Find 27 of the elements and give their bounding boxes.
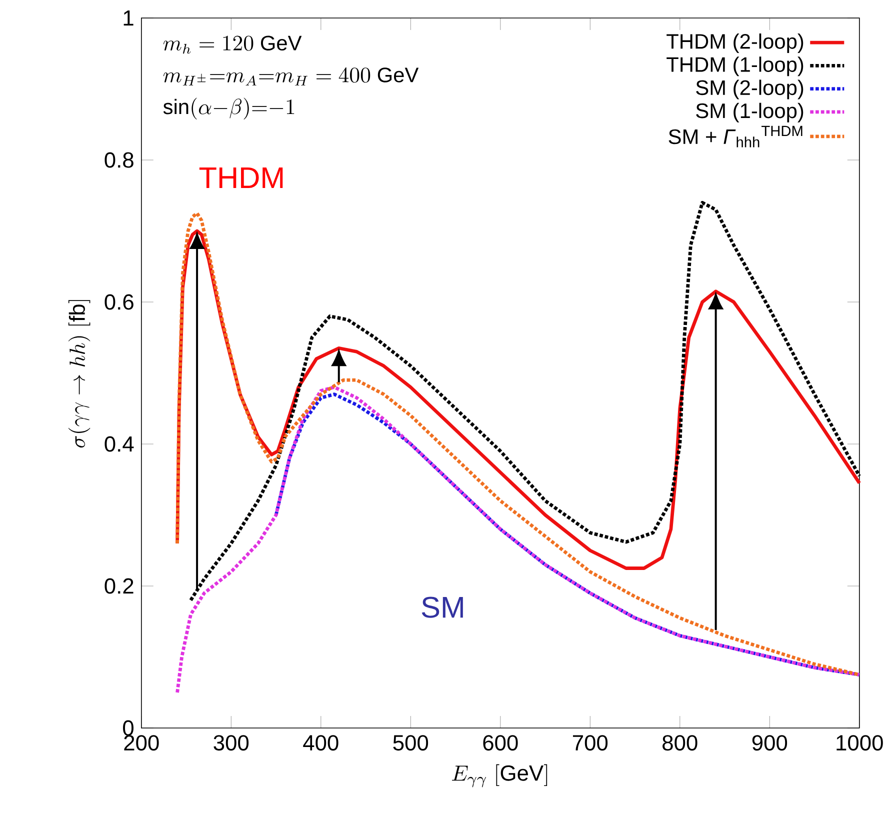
- legend-label: THDM (2-loop): [666, 33, 804, 53]
- annotation: $m_{H^{\pm}}{=}m_A{=}m_H = 400\ \mathrm{GeV}$: [163, 67, 419, 86]
- annotation: THDM: [199, 167, 283, 188]
- annotation: SM: [422, 596, 463, 618]
- y-tick-label: 0.2: [104, 578, 134, 594]
- x-tick-label: 200: [124, 735, 159, 751]
- legend-label: SM (1-loop): [696, 102, 804, 122]
- y-tick-label: 0: [123, 720, 134, 736]
- x-tick-label: 1000: [836, 735, 883, 751]
- legend-label: SM (2-loop): [696, 80, 804, 100]
- annotation: $m_h = 120\ \mathrm{GeV}$: [163, 36, 302, 54]
- x-axis-title: $E_{\gamma\gamma}\ [\mathrm{GeV}]$: [452, 764, 548, 788]
- annotation: $\sin(\alpha{-}\beta){=}{-}1$: [163, 98, 294, 120]
- legend-label: SM + Γ$_{hhh}$THDM: [668, 126, 802, 148]
- y-tick-label: 0.6: [104, 294, 134, 310]
- x-tick-label: 500: [393, 735, 428, 751]
- x-tick-label: 300: [214, 735, 249, 751]
- y-tick-label: 0.4: [104, 436, 134, 452]
- x-tick-label: 900: [752, 735, 788, 751]
- x-tick-label: 400: [303, 735, 338, 751]
- x-tick-label: 700: [572, 735, 608, 751]
- x-tick-label: 800: [662, 735, 698, 751]
- y-tick-label: 0.8: [104, 152, 134, 168]
- legend-label: THDM (1-loop): [666, 56, 804, 76]
- y-axis-title: $\sigma(\gamma\gamma\to hh)\ [\mathrm{fb}]$: [68, 300, 90, 448]
- y-tick-label: 1: [124, 10, 134, 26]
- x-tick-label: 600: [483, 735, 518, 751]
